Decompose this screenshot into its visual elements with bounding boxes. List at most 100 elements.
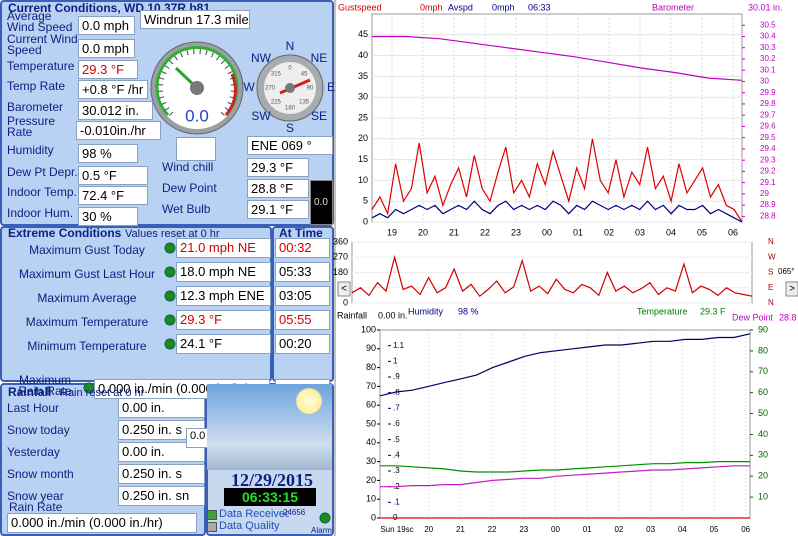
chart-header: Barometer <box>652 2 694 12</box>
field-value: 30 % <box>78 207 138 226</box>
y-tick-label: 90 <box>366 343 376 353</box>
rain-value: 0.00 in. <box>118 442 205 462</box>
field-value: 29.3 °F <box>78 60 138 79</box>
field-label: Temp Rate <box>7 81 66 93</box>
gauge-tick <box>169 60 174 65</box>
y2-tick-label: 30 <box>760 77 769 86</box>
compass-degree: 315 <box>271 71 282 77</box>
gauge-tick <box>229 77 235 80</box>
time: 06:33:15 <box>224 488 316 506</box>
alarm: Alarm <box>311 526 332 535</box>
x-tick-label: 23 <box>519 525 528 534</box>
gauge-hub <box>190 81 204 95</box>
y2-tick-label: 29.8 <box>760 99 776 108</box>
rain-label: Yesterday <box>7 447 60 459</box>
x-tick-label: 19 <box>387 227 397 237</box>
gauge-tick <box>220 60 225 65</box>
x-tick-label: 05 <box>697 227 707 237</box>
series-line <box>371 138 743 223</box>
gauge-tick <box>169 111 174 116</box>
extreme-label: Maximum Rain Rate <box>18 375 72 398</box>
y-tick-label: 45 <box>358 29 368 39</box>
rain-rate-label: Rain Rate <box>9 502 63 514</box>
compass-degree: 180 <box>285 106 296 112</box>
alarm-dot <box>319 512 331 524</box>
compass-label: NE <box>311 51 328 65</box>
field-label: Indoor Temp. <box>7 187 77 199</box>
side-label: Dew Point <box>162 183 217 195</box>
y2-tick-label: 30.2 <box>760 54 776 63</box>
compass-degree: 270 <box>265 86 276 92</box>
scroll-button[interactable] <box>785 281 798 297</box>
gauge-tick <box>224 65 230 69</box>
scroll-button[interactable] <box>337 281 351 297</box>
gauge-tick <box>174 55 178 61</box>
y-tick-label: 0 <box>343 297 348 307</box>
y2-tick-label: 29.9 <box>760 88 776 97</box>
y2-label: E <box>768 283 773 292</box>
rain-value: 0.250 in. sn <box>118 486 205 506</box>
x-tick-label: 04 <box>678 525 687 534</box>
gauge-tick <box>216 55 220 61</box>
chart-header: 98 % <box>458 306 479 316</box>
compass-label: S <box>286 121 294 135</box>
field-label: Indoor Hum. <box>7 208 74 220</box>
x-tick-label: 00 <box>551 525 560 534</box>
y2-tick-label: 10 <box>758 491 768 501</box>
chart-header: 30.01 in. <box>748 2 783 12</box>
extremes-note: Values reset at 0 hr <box>125 228 220 240</box>
side-label: Wind chill <box>162 162 214 174</box>
gauge-value: 0.0 <box>185 106 209 125</box>
compass-label: SE <box>311 109 327 123</box>
y2-tick-label: 60 <box>758 387 768 397</box>
chart-header: 0mph <box>420 2 443 12</box>
x-tick-label: 05 <box>710 525 719 534</box>
side-value: 29.3 °F <box>247 158 309 177</box>
extreme-value: 12.3 mph ENE <box>176 286 271 306</box>
y2-label: W <box>768 252 776 261</box>
x-tick-label: Sun 19sc <box>380 525 413 534</box>
x-tick-label: 01 <box>573 227 583 237</box>
compass-degree: 90 <box>307 86 314 92</box>
y2-tick-label: 40 <box>758 429 768 439</box>
chart-header: 06:33 <box>528 2 551 12</box>
direction-current: 065° <box>778 267 795 276</box>
data-received: Data Received <box>219 508 289 520</box>
field-value: 98 % <box>78 144 138 163</box>
chart-header: 0.00 in. <box>378 310 408 320</box>
chart-header: 28.8 <box>779 312 797 322</box>
extreme-label: Maximum Temperature <box>25 317 149 329</box>
rain-tick-label: .9 <box>393 372 400 381</box>
chart-header: Avspd <box>448 2 473 12</box>
x-tick-label: 03 <box>635 227 645 237</box>
blank-box <box>176 137 216 161</box>
y2-tick-label: 29.6 <box>760 122 776 131</box>
rain-title: Rainfall <box>8 385 52 399</box>
y2-tick-label: 28.9 <box>760 200 776 209</box>
x-tick-label: 03 <box>646 525 655 534</box>
y-tick-label: 80 <box>366 362 376 372</box>
extreme-time: 05:55 <box>275 310 330 330</box>
gauge-tick <box>164 107 170 111</box>
direction: ENE 069 ° <box>247 136 333 155</box>
y-tick-label: 50 <box>366 418 376 428</box>
windrun: Windrun 17.3 miles <box>140 10 250 29</box>
y-tick-label: 30 <box>366 456 376 466</box>
compass-label: NW <box>251 51 272 65</box>
rain-rate: 0.000 in./min (0.000 in./hr) <box>7 513 197 533</box>
rain-note: Rain reset at 0 hr <box>60 387 145 399</box>
compass-degree: 135 <box>299 100 310 106</box>
gauge-tick <box>159 77 165 80</box>
y-tick-label: 10 <box>366 494 376 504</box>
y2-tick-label: 20 <box>758 471 768 481</box>
extreme-label: Maximum Average <box>37 293 137 305</box>
compass-label: E <box>327 80 335 94</box>
rain-value: 0.250 in. s <box>118 464 205 484</box>
status-dot <box>164 266 176 278</box>
data-quality: Data Quality <box>219 520 280 532</box>
plot-frame <box>379 329 751 519</box>
y2-tick-label: 70 <box>758 366 768 376</box>
y2-tick-label: 30.1 <box>760 65 776 74</box>
y2-tick-label: 30.4 <box>760 32 776 41</box>
extreme-value: 18.0 mph NE <box>176 262 271 282</box>
